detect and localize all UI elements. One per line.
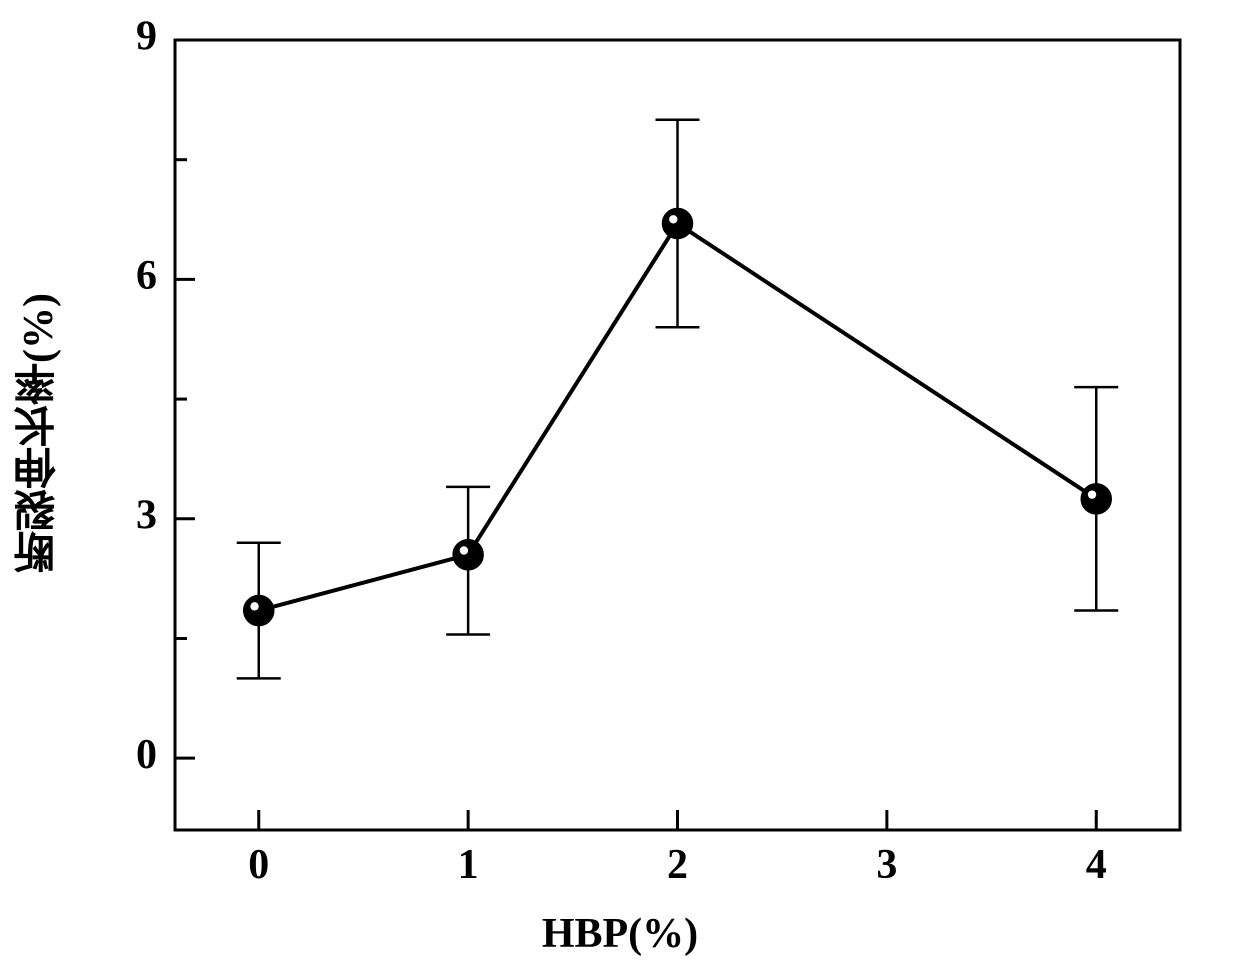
xtick-label: 3 — [876, 842, 897, 888]
chart-svg: 0 3 6 9 0 1 2 3 4 — [0, 0, 1240, 978]
data-marker — [244, 596, 274, 626]
y-axis-label: 断裂伸长率(%) — [8, 293, 69, 573]
data-marker — [1081, 484, 1111, 514]
ytick-label: 0 — [136, 732, 157, 778]
xtick-label: 2 — [667, 842, 688, 888]
xtick-label: 0 — [248, 842, 269, 888]
data-marker — [663, 209, 693, 239]
xtick-label: 1 — [458, 842, 479, 888]
xtick-label: 4 — [1086, 842, 1107, 888]
ytick-label: 9 — [136, 14, 157, 60]
data-marker — [453, 540, 483, 570]
ytick-label: 3 — [136, 492, 157, 538]
x-axis-label: HBP(%) — [0, 910, 1240, 958]
ytick-label: 6 — [136, 253, 157, 299]
chart-container: 断裂伸长率(%) HBP(%) 0 3 6 9 0 1 2 3 4 — [0, 0, 1240, 978]
